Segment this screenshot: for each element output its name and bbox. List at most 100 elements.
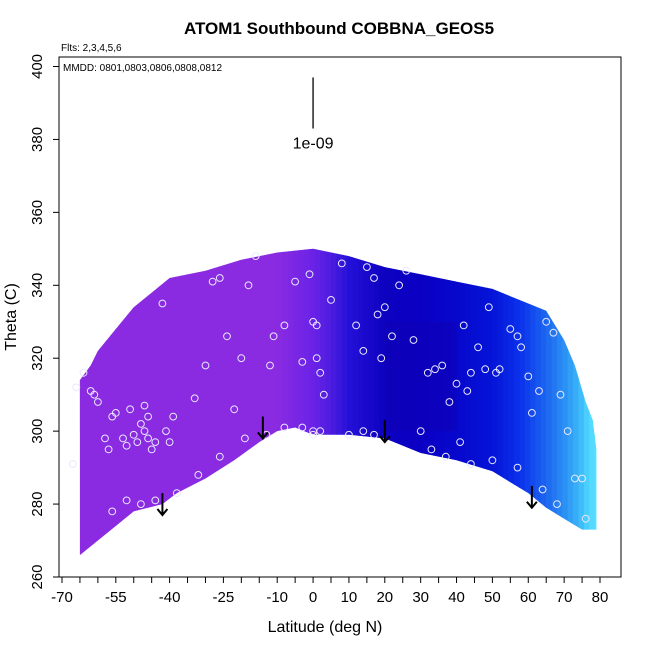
- sample-point: [68, 460, 77, 468]
- sample-point: [230, 405, 239, 414]
- sample-point: [266, 361, 274, 370]
- sample-point: [327, 296, 335, 304]
- y-tick-label: 400: [29, 54, 46, 79]
- scale-bar-label: 1e-09: [293, 135, 334, 152]
- plot-area: [58, 56, 622, 578]
- heatmap-cell: [567, 248, 574, 556]
- sample-point: [581, 514, 590, 523]
- x-tick-label: -10: [266, 589, 288, 606]
- sample-point: [119, 434, 127, 443]
- sample-point: [316, 368, 325, 377]
- y-tick-label: 260: [29, 564, 46, 589]
- heatmap-cell: [573, 248, 580, 556]
- heatmap-cell: [497, 248, 504, 556]
- sample-point: [79, 368, 88, 377]
- heatmap-cell: [470, 248, 477, 556]
- heatmap-cell: [422, 248, 429, 556]
- heatmap-cell: [79, 321, 98, 432]
- heatmap-cell: [110, 248, 117, 556]
- heatmap-cell: [540, 248, 547, 556]
- x-axis-label: Latitude (deg N): [268, 619, 383, 636]
- heatmap-cell: [384, 321, 457, 432]
- x-tick-label: 50: [484, 589, 501, 606]
- sample-point: [108, 507, 117, 516]
- x-tick-label: -40: [159, 589, 181, 606]
- sample-point: [312, 354, 321, 363]
- heatmap-cell: [67, 57, 73, 577]
- sample-point: [280, 423, 289, 432]
- sample-point: [101, 434, 109, 443]
- y-axis-label: Theta (C): [3, 283, 20, 351]
- sample-point: [481, 365, 490, 374]
- sample-point: [201, 361, 210, 370]
- heatmap-cell: [185, 248, 192, 556]
- heatmap-cell: [298, 248, 305, 556]
- x-tick-label: 30: [412, 589, 429, 606]
- sample-point: [137, 500, 145, 509]
- sample-point: [172, 489, 181, 498]
- heatmap-cell: [562, 248, 569, 556]
- heatmap-cell: [164, 248, 171, 556]
- sample-point: [111, 409, 120, 417]
- heatmap-cell: [481, 248, 488, 556]
- heatmap-cell: [374, 248, 380, 556]
- heatmap-cell: [196, 248, 203, 556]
- sample-point: [72, 383, 81, 392]
- sample-point: [467, 460, 475, 468]
- heatmap-cell: [379, 248, 386, 556]
- sample-point: [140, 401, 149, 410]
- y-tick-label: 380: [29, 127, 46, 152]
- heatmap-cell: [427, 248, 434, 556]
- heatmap-cell: [390, 248, 397, 556]
- sample-point: [553, 500, 561, 509]
- sample-point: [122, 441, 131, 450]
- sample-point: [370, 430, 378, 439]
- sample-point: [456, 438, 465, 447]
- heatmap-cell: [530, 248, 537, 556]
- sample-point: [441, 452, 450, 461]
- sample-point: [380, 303, 389, 312]
- heatmap-cell: [336, 248, 343, 556]
- sample-point: [467, 368, 475, 377]
- heatmap-cell: [503, 248, 510, 556]
- dates-annotation: MMDD: 0801,0803,0806,0808,0812: [63, 63, 222, 74]
- heatmap-cell: [594, 248, 597, 556]
- sample-point: [578, 474, 586, 483]
- heatmap-cell: [288, 248, 294, 556]
- heatmap-cell: [417, 248, 424, 556]
- y-tick-label: 320: [29, 346, 46, 371]
- sample-point: [542, 317, 551, 326]
- sample-point: [395, 281, 404, 290]
- sample-point: [162, 427, 170, 436]
- heatmap-cell: [546, 248, 553, 556]
- heatmap-cell: [131, 248, 138, 556]
- heatmap-cell: [250, 248, 257, 556]
- sample-point: [427, 445, 436, 454]
- sample-point: [208, 277, 217, 286]
- sample-point: [423, 368, 432, 377]
- sample-point: [319, 390, 328, 399]
- sample-point: [215, 452, 224, 461]
- sample-point: [535, 387, 543, 395]
- heatmap-cell: [551, 248, 558, 556]
- sample-point: [251, 252, 260, 261]
- sample-point: [524, 372, 533, 381]
- heatmap-cell: [487, 248, 493, 556]
- heatmap-field: [67, 57, 597, 577]
- sample-point: [122, 496, 131, 505]
- sample-point: [144, 434, 153, 443]
- sample-point: [144, 412, 153, 421]
- sample-point: [484, 303, 493, 312]
- heatmap-cell: [368, 248, 375, 556]
- heatmap-cell: [212, 248, 219, 556]
- sample-point: [337, 259, 346, 268]
- heatmap-cell: [223, 248, 230, 556]
- sample-point: [459, 321, 468, 330]
- sample-point: [438, 361, 447, 370]
- sample-point: [528, 409, 536, 417]
- sample-point: [298, 423, 307, 432]
- x-tick-label: 0: [309, 589, 317, 606]
- y-tick-label: 300: [29, 419, 46, 444]
- heatmap-cell: [228, 248, 235, 556]
- sample-point: [538, 485, 547, 494]
